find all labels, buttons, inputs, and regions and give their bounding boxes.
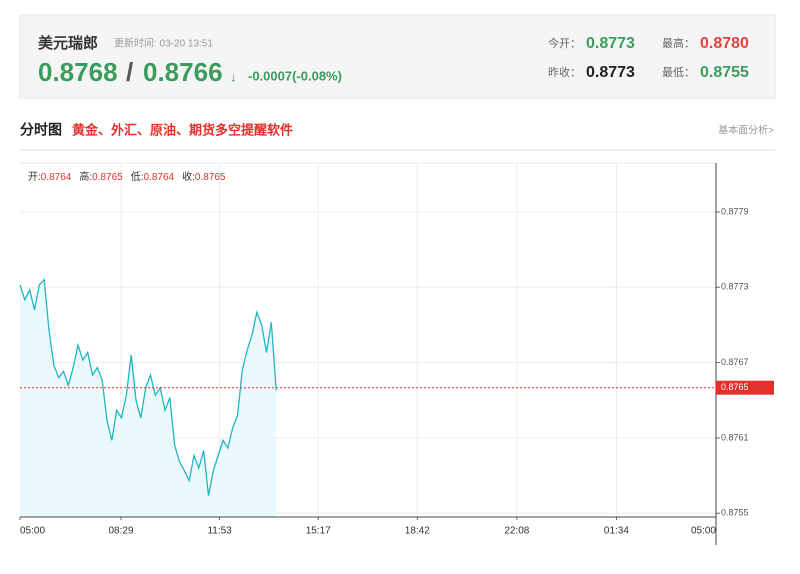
- symbol-title: 美元瑞郎: [38, 34, 98, 52]
- price-line: [19, 278, 277, 496]
- y-tick-label: 0.8773: [721, 282, 749, 292]
- stat-label: 最高：: [662, 36, 695, 50]
- stat-value: 0.8773: [586, 64, 635, 81]
- stat-value: 0.8780: [700, 35, 749, 52]
- plot: 0.8755 0.8761 0.8767 0.8773 0.8779 05:00 08:29…: [19, 162, 774, 545]
- ask-price: 0.8766: [143, 57, 223, 87]
- x-tick-label: 22:08: [504, 526, 529, 537]
- price-separator: /: [126, 57, 133, 87]
- ohlc-value: 0.8765: [195, 172, 226, 183]
- x-tick-label: 08:29: [109, 526, 134, 537]
- price-change: -0.0007(-0.08%): [248, 68, 342, 83]
- ohlc-label: 开:: [28, 172, 41, 183]
- ohlc-value: 0.8764: [41, 172, 72, 183]
- ohlc-value: 0.8764: [144, 172, 175, 183]
- last-price-tag: [716, 380, 774, 395]
- x-tick-label: 01:34: [604, 526, 629, 537]
- more-link[interactable]: 基本面分析>: [718, 124, 774, 137]
- ohlc-value: 0.8765: [92, 172, 123, 183]
- update-time: 更新时间: 03-20 13:51: [114, 37, 213, 50]
- y-tick-label: 0.8767: [721, 357, 749, 367]
- last-price-label: 0.8765: [721, 382, 749, 392]
- x-tick-label: 11:53: [207, 526, 232, 537]
- stat-label: 今开：: [548, 36, 581, 50]
- x-tick-label: 15:17: [306, 526, 331, 537]
- stat-label: 最低：: [662, 66, 695, 79]
- y-tick-label: 0.8779: [721, 206, 749, 216]
- stats: 今开： 0.8773 最高： 0.8780 昨收： 0.8773 最低： 0.8755: [548, 35, 749, 81]
- area-fill: [20, 279, 277, 517]
- y-tick-label: 0.8755: [721, 508, 749, 518]
- y-tick-label: 0.8761: [721, 432, 749, 442]
- quote-panel: [19, 14, 776, 99]
- stat-value: 0.8773: [586, 35, 635, 52]
- section-title: 分时图: [20, 122, 62, 138]
- bid-price: 0.8768: [38, 57, 118, 87]
- ohlc-label: 收:: [182, 170, 195, 183]
- promo-link[interactable]: 黄金、外汇、原油、期货多空提醒软件: [72, 122, 293, 137]
- ohlc-label: 低:: [131, 170, 144, 183]
- stat-label: 昨收：: [548, 65, 581, 79]
- x-tick-label: 05:00: [691, 526, 716, 537]
- ohlc-row: 开:0.8764 高:0.8765 低:0.8764 收:0.8765: [28, 170, 226, 183]
- ohlc-label: 高:: [79, 170, 92, 183]
- x-tick-label: 18:42: [405, 526, 430, 537]
- x-tick-label: 05:00: [20, 526, 45, 537]
- change-arrow: ↓: [230, 69, 237, 84]
- stat-value: 0.8755: [700, 64, 749, 81]
